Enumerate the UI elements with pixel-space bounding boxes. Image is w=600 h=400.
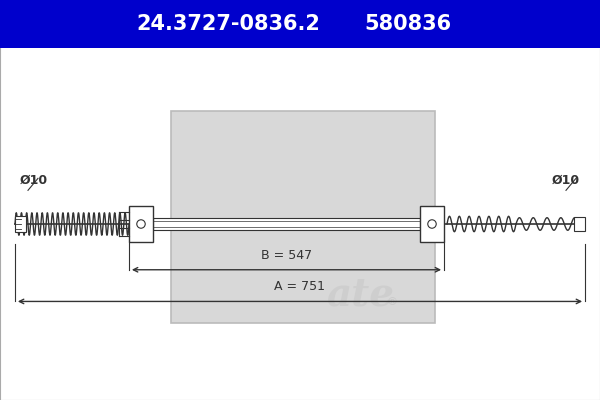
Bar [0, 0, 600, 48]
Bar [171, 111, 435, 322]
Text: ®: ® [386, 298, 398, 307]
Bar [15, 216, 26, 232]
Circle shape [137, 220, 145, 228]
Text: B = 547: B = 547 [261, 249, 312, 262]
Bar [129, 206, 153, 242]
Text: Ø10: Ø10 [20, 173, 48, 186]
Circle shape [428, 220, 436, 228]
Text: A = 751: A = 751 [275, 280, 325, 294]
Bar [420, 206, 444, 242]
Text: 580836: 580836 [364, 14, 452, 34]
Bar [574, 217, 585, 231]
Text: ate: ate [326, 275, 394, 314]
Text: 24.3727-0836.2: 24.3727-0836.2 [136, 14, 320, 34]
Bar [153, 218, 420, 230]
Text: Ø10: Ø10 [552, 173, 580, 186]
